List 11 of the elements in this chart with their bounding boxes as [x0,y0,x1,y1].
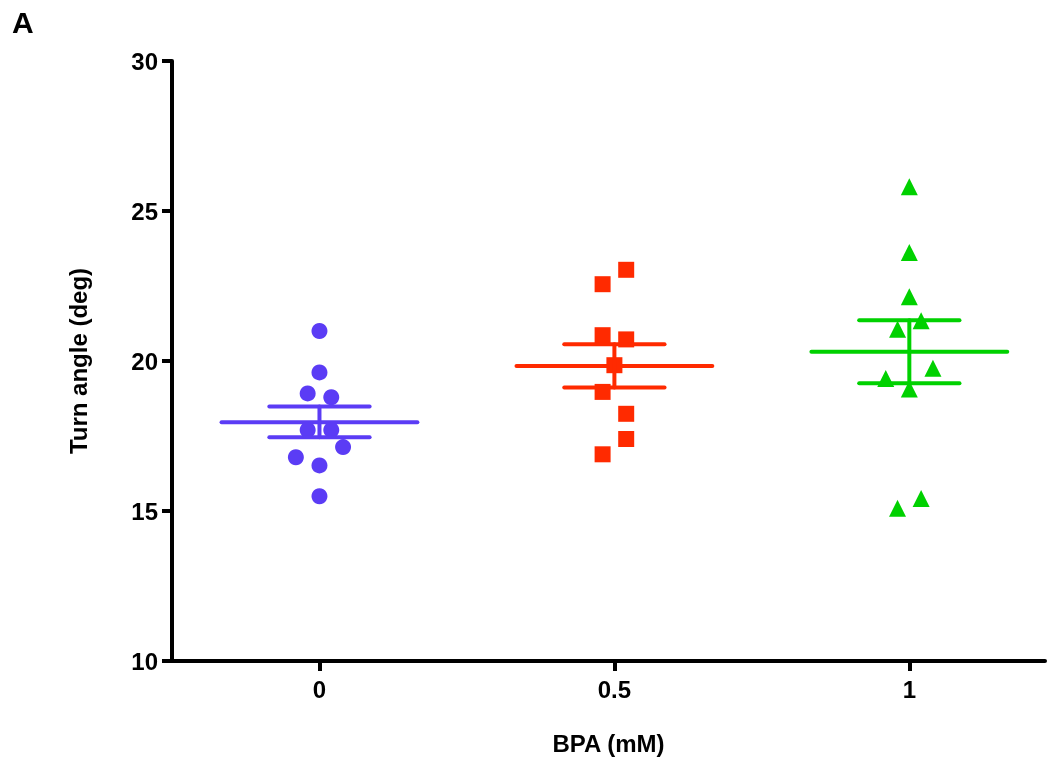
x-axis-title: BPA (mM) [552,729,665,757]
x-tick-label: 0 [312,675,327,703]
y-tick-label: 30 [131,47,158,75]
x-tick-label: 1 [902,675,917,703]
text: A [12,6,34,40]
y-tick-label: 20 [131,347,158,375]
y-axis-title: Turn angle (deg) [64,267,92,455]
x-tick-label: 0.5 [597,675,632,703]
y-tick-label: 15 [131,497,158,525]
y-tick-label: 25 [131,197,158,225]
y-tick-label: 10 [131,647,158,675]
